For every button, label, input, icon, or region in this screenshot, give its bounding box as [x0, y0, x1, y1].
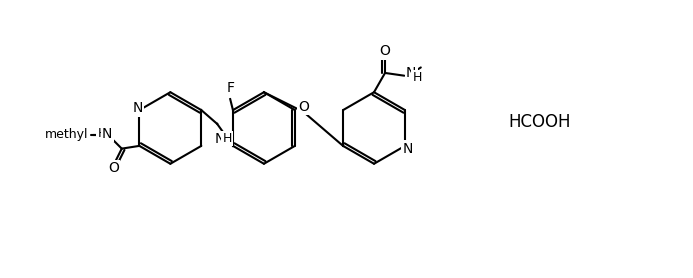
Text: methyl: methyl — [45, 128, 89, 142]
Text: N: N — [406, 66, 416, 80]
Text: O: O — [380, 44, 390, 58]
Text: N: N — [132, 101, 143, 115]
Text: F: F — [226, 81, 234, 95]
Text: O: O — [108, 161, 119, 175]
Text: N: N — [102, 127, 112, 141]
Text: HCOOH: HCOOH — [508, 113, 570, 131]
Text: H: H — [222, 132, 231, 145]
Text: H: H — [412, 71, 422, 84]
Text: N: N — [215, 132, 225, 146]
Text: O: O — [298, 100, 309, 114]
Text: H: H — [98, 127, 107, 140]
Text: N: N — [403, 142, 413, 156]
